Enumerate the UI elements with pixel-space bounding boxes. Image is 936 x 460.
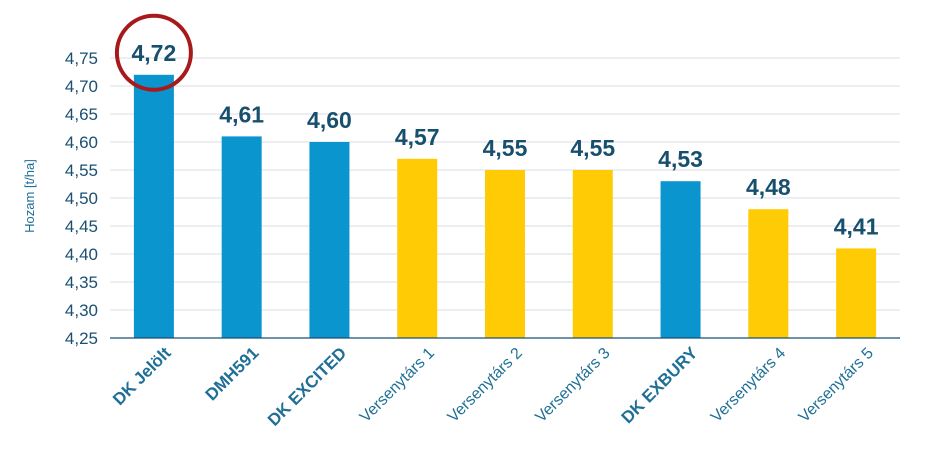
y-tick-label: 4,25 [65,329,98,348]
highlight-circle [114,13,193,92]
x-tick-label: Versenytárs 3 [532,345,613,426]
y-tick-label: 4,70 [65,77,98,96]
x-tick-label: DK Jelölt [109,343,175,409]
bar [133,74,174,339]
bars [133,74,877,339]
x-tick-label: Versenytárs 5 [796,345,877,426]
y-tick-label: 4,50 [65,189,98,208]
y-tick-labels: 4,25 4,30 4,35 4,40 4,45 4,50 4,55 4,60 4,65 4,70… [65,49,98,348]
x-tick-label: DK EXCITED [264,343,350,429]
bar [748,209,789,338]
bar [836,248,877,338]
bar [309,142,350,338]
y-tick-label: 4,30 [65,301,98,320]
y-tick-label: 4,45 [65,217,98,236]
value-label: 4,53 [658,146,703,172]
value-label: 4,61 [219,101,264,127]
x-tick-label: Versenytárs 2 [445,345,526,426]
bar [397,158,438,338]
x-tick-label: DK EXBURY [618,343,702,427]
value-labels: 4,72 4,61 4,60 4,57 4,55 4,55 4,53 4,48 4,41 [114,13,879,239]
value-label: 4,41 [834,213,879,239]
value-label: 4,57 [395,124,440,150]
y-tick-label: 4,75 [65,49,98,68]
bar [221,136,262,338]
value-label: 4,55 [570,135,615,161]
bar [485,170,525,338]
y-tick-label: 4,65 [65,105,98,124]
value-label: 4,72 [132,40,177,66]
y-tick-label: 4,55 [65,161,98,180]
bar [660,181,701,338]
y-tick-label: 4,40 [65,245,98,264]
value-label: 4,60 [307,107,352,133]
x-tick-label: DMH591 [202,343,263,404]
x-tick-labels: DK Jelölt DMH591 DK EXCITED Versenytárs 1 Ve… [109,343,877,430]
y-tick-label: 4,35 [65,273,98,292]
x-tick-label: Versenytárs 1 [357,345,438,426]
bar [572,170,613,338]
x-tick-label: Versenytárs 4 [708,345,789,426]
value-label: 4,55 [483,135,528,161]
y-tick-label: 4,60 [65,133,98,152]
value-label: 4,48 [746,174,791,200]
y-axis-label: Hozam [t/ha] [22,159,37,233]
